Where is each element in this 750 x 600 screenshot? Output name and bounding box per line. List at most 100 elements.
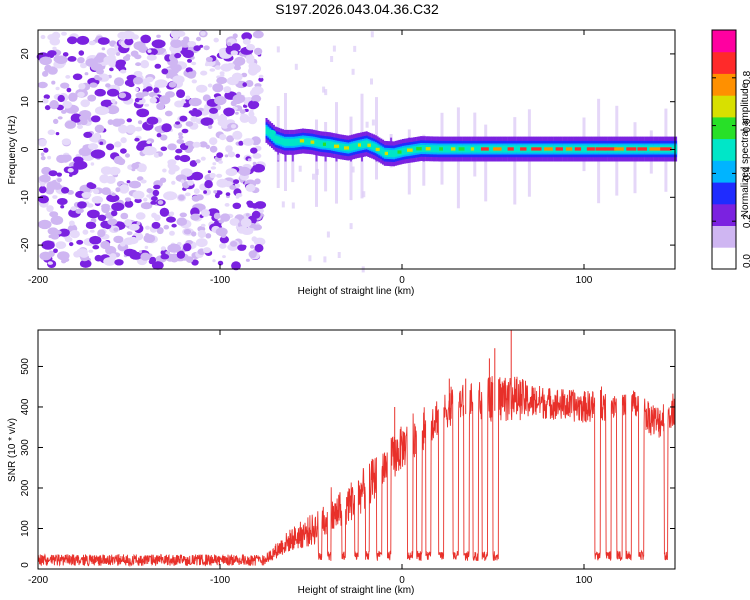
noise-blob [105, 83, 111, 88]
trace-hotspot [357, 143, 361, 147]
spectrogram-streak [484, 124, 488, 202]
noise-blob [113, 235, 124, 244]
trace-band-3 [454, 145, 457, 153]
noise-blob [216, 173, 223, 178]
snr-frame [37, 329, 676, 570]
noise-blob [258, 77, 264, 82]
noise-blob [175, 174, 188, 182]
noise-blob [230, 50, 238, 56]
noise-blob [230, 124, 237, 129]
x-tick-label: 0 [399, 275, 405, 286]
snr-x-ticks: -200 -100 0 100 [28, 330, 593, 586]
noise-blob [126, 180, 131, 184]
trace-band-3 [449, 145, 452, 153]
noise-blob [87, 143, 99, 150]
noise-blob [230, 241, 238, 247]
noise-blob [207, 83, 213, 88]
trace-band-3 [562, 145, 565, 153]
noise-blob [176, 217, 188, 226]
noise-blob [187, 179, 194, 186]
noise-blob [202, 94, 211, 102]
noise-blob [111, 210, 118, 217]
noise-blob [201, 209, 210, 217]
noise-blob [231, 261, 241, 271]
noise-blob [52, 46, 57, 51]
noise-blob [61, 109, 67, 114]
trace-hotspot [470, 147, 475, 151]
noise-blob [117, 31, 128, 39]
noise-blob [214, 193, 220, 199]
noise-blob [47, 34, 56, 41]
spectrogram-speck [276, 46, 280, 53]
trace-band-3 [624, 145, 627, 153]
trace-band-3 [445, 145, 448, 153]
noise-blob [113, 156, 124, 165]
noise-blob [97, 229, 106, 238]
trace-hotspot [481, 147, 489, 151]
noise-blob [39, 251, 52, 261]
noise-blob [191, 171, 204, 181]
noise-blob [113, 77, 125, 87]
noise-blob [55, 86, 60, 91]
trace-band-3 [412, 146, 415, 154]
trace-band-3 [513, 145, 516, 153]
trace-band-3 [467, 145, 470, 153]
trace-band-3 [564, 145, 567, 153]
colorbar-segment [712, 51, 736, 74]
trace-band-3 [447, 145, 450, 153]
noise-blob [185, 121, 194, 127]
noise-blob [234, 56, 246, 66]
noise-blob [109, 253, 117, 260]
noise-blob [175, 121, 181, 125]
trace-band-3 [318, 139, 321, 147]
trace-band-3 [514, 145, 517, 153]
trace-band-3 [436, 145, 439, 153]
noise-blob [229, 185, 237, 190]
noise-blob [173, 35, 179, 40]
noise-blob [107, 191, 112, 195]
noise-blob [135, 62, 142, 67]
noise-blob [151, 39, 166, 49]
noise-blob [176, 250, 186, 259]
noise-blob [167, 243, 182, 253]
spectrogram-noise [36, 29, 267, 271]
noise-blob [118, 92, 127, 99]
trace-band-3 [280, 137, 283, 145]
trace-band-3 [316, 139, 319, 147]
trace-band-3 [309, 138, 312, 146]
noise-blob [62, 101, 72, 109]
noise-blob [241, 72, 248, 78]
noise-blob [209, 145, 218, 153]
noise-blob [123, 237, 135, 245]
spectrogram-y-label: Frequency (Hz) [7, 116, 18, 185]
noise-blob [66, 87, 72, 93]
noise-blob [166, 75, 171, 79]
spectrogram-hotspots [266, 129, 672, 156]
spectrogram-speck [277, 154, 281, 161]
trace-band-3 [392, 150, 395, 158]
trace-band-3 [372, 143, 375, 151]
noise-blob [125, 153, 130, 158]
noise-blob [97, 214, 107, 221]
noise-blob [90, 149, 106, 159]
noise-blob [111, 202, 125, 211]
colorbar-segment [712, 182, 736, 205]
noise-blob [246, 43, 255, 51]
noise-blob [209, 68, 216, 72]
noise-blob [187, 41, 197, 47]
trace-band-3 [423, 145, 426, 153]
noise-blob [91, 196, 104, 204]
noise-blob [109, 67, 114, 72]
noise-blob [197, 229, 207, 239]
spectrogram-speck [365, 121, 369, 128]
noise-blob [110, 98, 116, 104]
snr-plot-area [37, 330, 676, 567]
trace-band-3 [489, 145, 492, 153]
noise-blob [120, 137, 127, 144]
noise-blob [114, 141, 122, 148]
trace-band-3 [571, 145, 574, 153]
y-tick-label: 100 [20, 520, 31, 537]
noise-blob [169, 164, 180, 172]
noise-blob [174, 100, 184, 108]
